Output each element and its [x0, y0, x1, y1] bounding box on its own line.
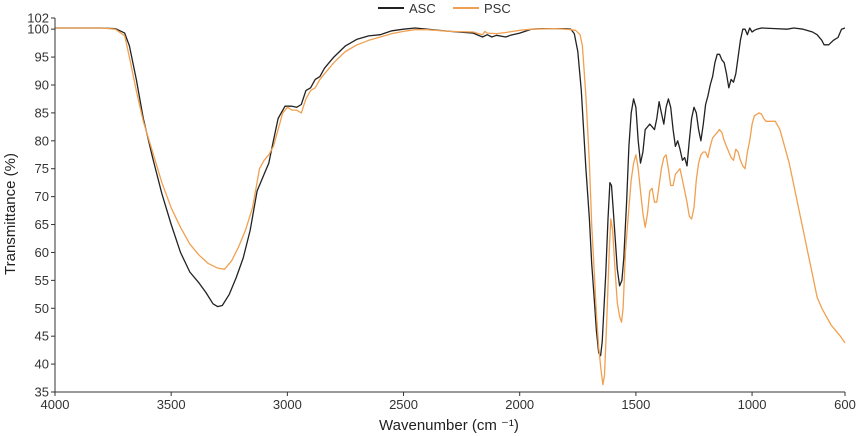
y-tick-label: 85 [35, 105, 49, 120]
y-tick-label: 80 [35, 133, 49, 148]
y-tick-label: 55 [35, 273, 49, 288]
x-tick-label: 2500 [389, 397, 418, 412]
plot-area [55, 27, 846, 386]
x-tick-label: 3000 [273, 397, 302, 412]
y-tick-label: 70 [35, 189, 49, 204]
x-tick-label: 1000 [738, 397, 767, 412]
x-tick-label: 3500 [157, 397, 186, 412]
y-tick-label: 50 [35, 301, 49, 316]
legend-label-asc: ASC [409, 1, 436, 16]
y-tick-label: 40 [35, 357, 49, 372]
series-line-asc [55, 27, 846, 357]
y-tick-label: 90 [35, 77, 49, 92]
x-tick-label: 1500 [621, 397, 650, 412]
y-tick-label: 95 [35, 50, 49, 65]
legend: ASC PSC [378, 1, 511, 16]
x-tick-label: 4000 [41, 397, 70, 412]
legend-label-psc: PSC [484, 1, 511, 16]
y-tick-label: 60 [35, 245, 49, 260]
y-tick-label: 35 [35, 385, 49, 400]
x-tick-label: 2000 [505, 397, 534, 412]
y-tick-label: 65 [35, 217, 49, 232]
y-tick-label: 102 [27, 11, 49, 26]
x-tick-label: 600 [834, 397, 856, 412]
series-line-psc [55, 27, 846, 386]
y-tick-label: 100 [27, 22, 49, 37]
y-tick-label: 45 [35, 329, 49, 344]
y-tick-label: 75 [35, 161, 49, 176]
y-axis-title: Transmittance (%) [2, 153, 19, 275]
x-axis-title: Wavenumber (cm ⁻¹) [379, 417, 519, 434]
